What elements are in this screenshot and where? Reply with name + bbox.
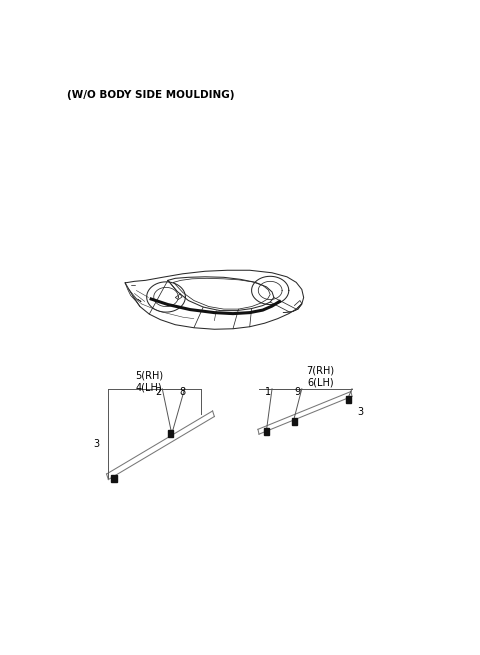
Text: 3: 3: [93, 440, 99, 449]
Text: 5(RH)
4(LH): 5(RH) 4(LH): [135, 371, 163, 392]
Text: 2: 2: [156, 387, 162, 398]
Text: 8: 8: [180, 387, 186, 398]
Polygon shape: [264, 428, 269, 435]
Polygon shape: [346, 396, 351, 403]
Text: 7(RH)
6(LH): 7(RH) 6(LH): [306, 365, 335, 387]
Polygon shape: [168, 430, 173, 437]
Text: 1: 1: [264, 387, 271, 398]
Text: 3: 3: [358, 407, 364, 417]
Text: (W/O BODY SIDE MOULDING): (W/O BODY SIDE MOULDING): [67, 90, 235, 100]
Polygon shape: [111, 474, 117, 481]
Polygon shape: [292, 418, 297, 425]
Text: 9: 9: [294, 387, 300, 398]
